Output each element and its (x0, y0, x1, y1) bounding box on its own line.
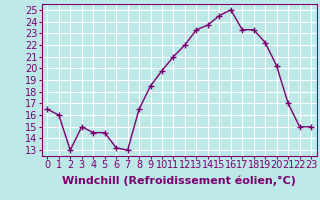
X-axis label: Windchill (Refroidissement éolien,°C): Windchill (Refroidissement éolien,°C) (62, 176, 296, 186)
